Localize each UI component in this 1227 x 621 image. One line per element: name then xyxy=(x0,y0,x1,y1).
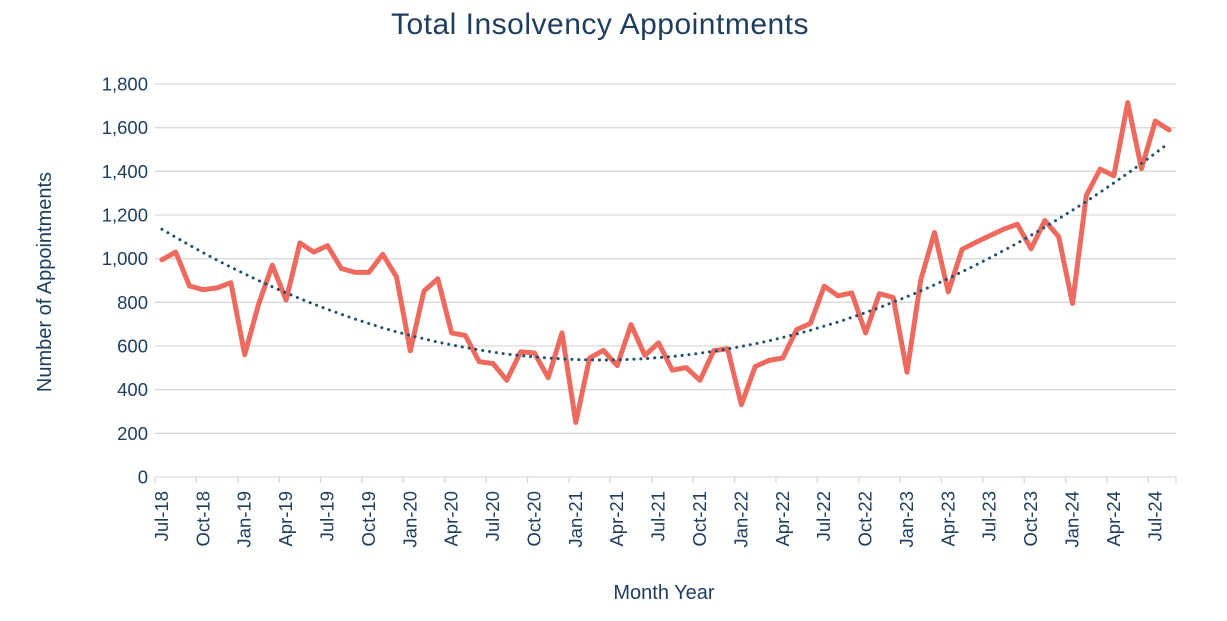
x-tick-label: Jan-23 xyxy=(896,491,917,548)
x-tick-label: Apr-23 xyxy=(937,491,958,547)
x-tick-label: Jan-21 xyxy=(565,491,586,548)
y-tick-label: 200 xyxy=(117,423,148,444)
appointments-series-line xyxy=(159,100,1172,425)
y-tick-labels: 0 200 400 600 800 1,000 1,200 1,400 1,600 1,800 xyxy=(102,74,148,488)
y-tick-label: 1,200 xyxy=(102,205,148,226)
x-tick-label: Jul-20 xyxy=(482,491,503,541)
x-tick-labels: Jul-18 Oct-18 Jan-19 Apr-19 Jul-19 Oct-19 Jan-… xyxy=(151,491,1165,548)
x-tick-label: Apr-22 xyxy=(772,491,793,547)
x-tick-label: Jul-18 xyxy=(151,491,172,541)
x-tick-label: Jul-21 xyxy=(648,491,669,541)
y-axis-title: Number of Appointments xyxy=(34,171,56,393)
chart-title: Total Insolvency Appointments xyxy=(390,8,810,41)
x-tick-label: Jul-23 xyxy=(979,491,1000,541)
x-tick-label: Jan-24 xyxy=(1062,491,1083,548)
x-tick-label: Oct-21 xyxy=(689,491,710,547)
x-axis-title: Month Year xyxy=(613,582,715,604)
y-tick-label: 1,000 xyxy=(102,248,148,269)
x-tick-label: Oct-22 xyxy=(855,491,876,547)
x-tick-label: Apr-20 xyxy=(441,491,462,547)
y-tick-label: 400 xyxy=(117,379,148,400)
x-tick-label: Jul-24 xyxy=(1144,491,1165,541)
y-tick-label: 1,600 xyxy=(102,117,148,138)
y-tick-label: 600 xyxy=(117,336,148,357)
x-tick-label: Oct-18 xyxy=(192,491,213,547)
x-tick-label: Jan-20 xyxy=(399,491,420,548)
x-tick-label: Oct-19 xyxy=(358,491,379,547)
y-tick-label: 800 xyxy=(117,292,148,313)
x-tick-label: Oct-23 xyxy=(1020,491,1041,547)
x-tick-label: Jul-19 xyxy=(316,491,337,541)
y-tick-label: 0 xyxy=(138,467,148,488)
x-tick-label: Apr-21 xyxy=(606,491,627,547)
x-tick-label: Jan-22 xyxy=(730,491,751,548)
x-tick-label: Oct-20 xyxy=(523,491,544,547)
gridlines xyxy=(155,83,1176,434)
x-tick-label: Jul-22 xyxy=(813,491,834,541)
x-tick-label: Apr-24 xyxy=(1103,491,1124,547)
x-tick-label: Jan-19 xyxy=(234,491,255,548)
y-tick-label: 1,400 xyxy=(102,161,148,182)
y-tick-label: 1,800 xyxy=(102,74,148,95)
x-axis-ticks xyxy=(154,477,1177,483)
trend-series-line xyxy=(160,141,1171,362)
x-tick-label: Apr-19 xyxy=(275,491,296,547)
